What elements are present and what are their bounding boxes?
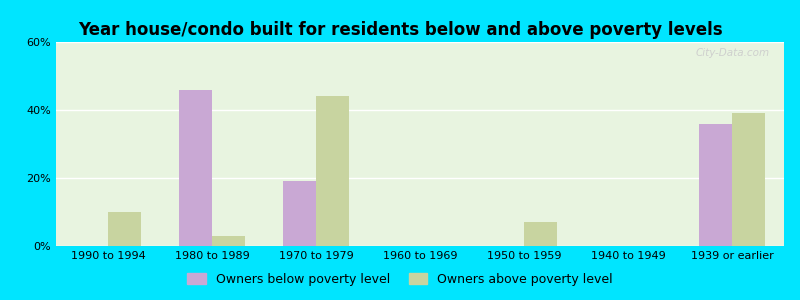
Bar	[732, 113, 766, 246]
Bar	[698, 124, 732, 246]
Bar	[316, 96, 350, 246]
Text: City-Data.com: City-Data.com	[695, 48, 770, 58]
Bar	[212, 236, 246, 246]
Bar	[108, 212, 142, 246]
Bar	[524, 222, 558, 246]
Legend: Owners below poverty level, Owners above poverty level: Owners below poverty level, Owners above…	[182, 268, 618, 291]
Bar	[282, 182, 316, 246]
Bar	[178, 90, 212, 246]
Text: Year house/condo built for residents below and above poverty levels: Year house/condo built for residents bel…	[78, 21, 722, 39]
